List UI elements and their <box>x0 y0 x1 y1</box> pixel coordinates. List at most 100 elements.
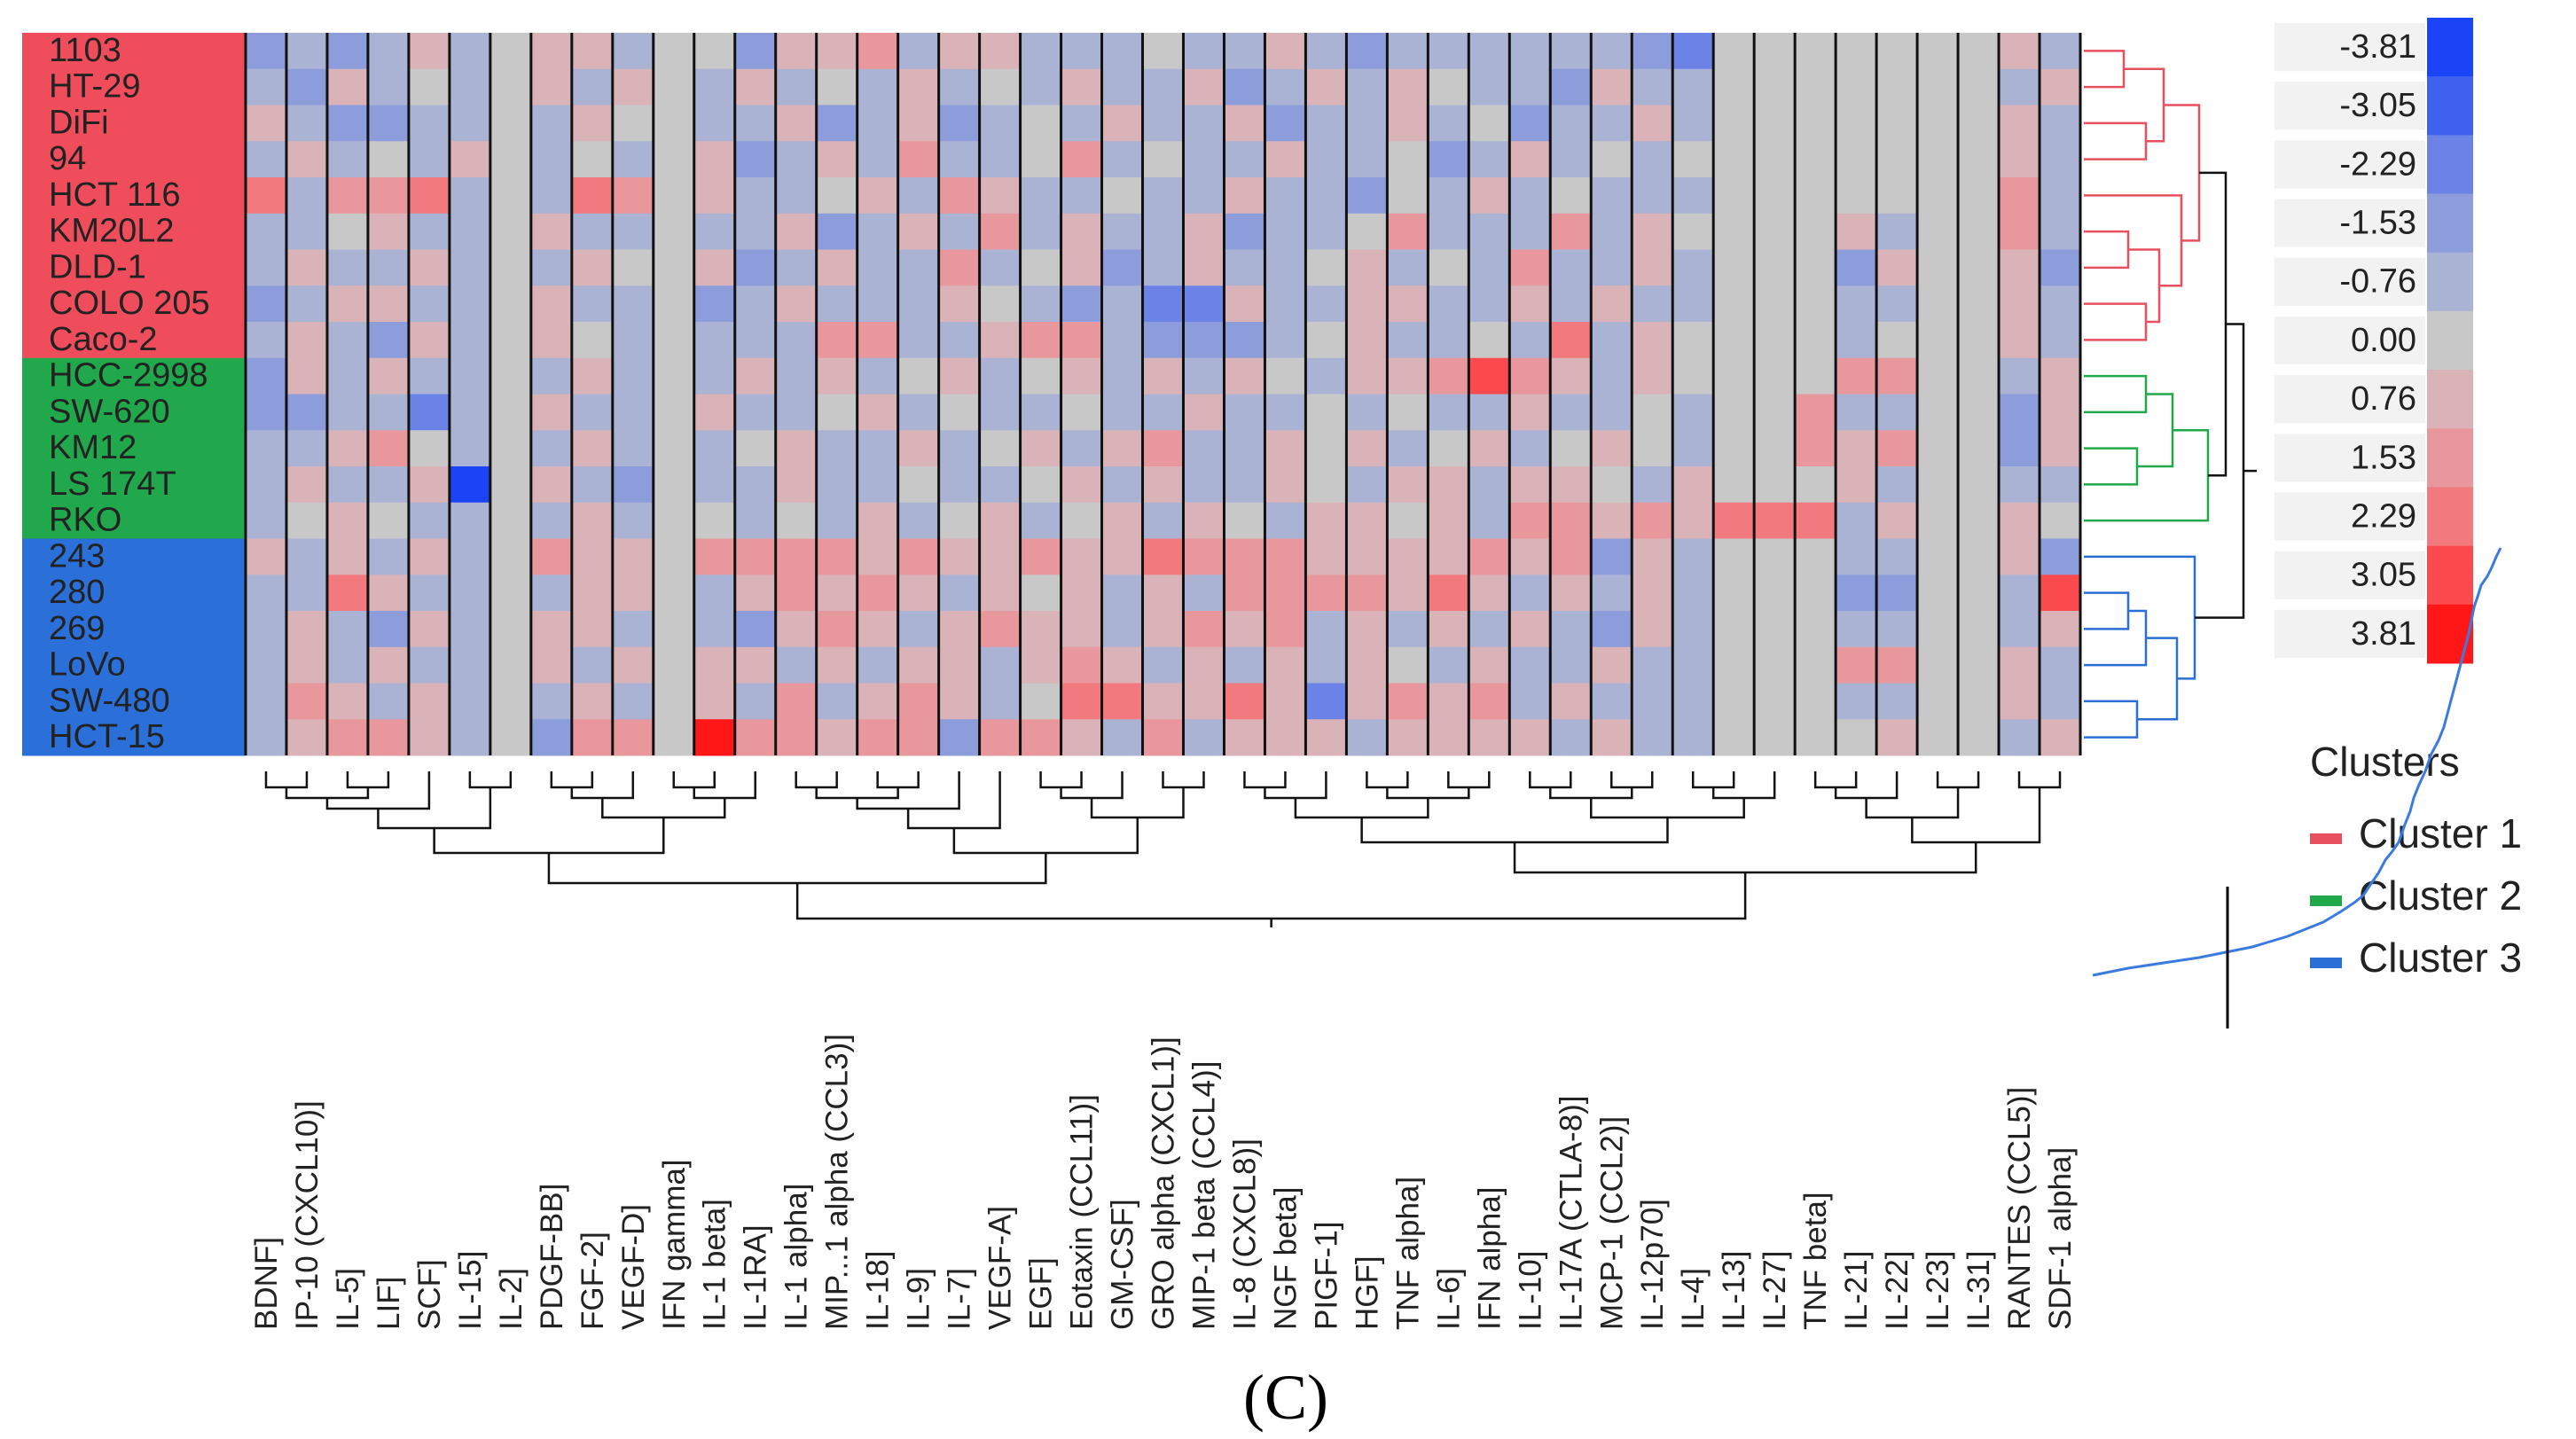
heatmap-cell <box>775 285 818 323</box>
heatmap-cell <box>1387 105 1429 142</box>
row-label: DiFi <box>49 104 109 141</box>
heatmap-cell <box>816 213 858 250</box>
dendrogram-branch <box>2084 194 2183 287</box>
row-label-bg <box>22 33 246 70</box>
heatmap-cell <box>857 68 899 106</box>
heatmap-cell <box>938 141 981 178</box>
row-label-bg <box>22 538 246 575</box>
heatmap-cell <box>653 719 695 756</box>
heatmap-cell <box>857 430 899 467</box>
heatmap-cell <box>816 285 858 323</box>
heatmap-cell <box>571 394 614 431</box>
column-dendrogram-branch <box>952 817 1139 855</box>
heatmap-cell <box>1632 141 1673 178</box>
heatmap-cell <box>653 285 695 323</box>
heatmap-cell <box>816 719 858 756</box>
heatmap-cell <box>1468 683 1510 720</box>
heatmap-cell <box>408 466 450 504</box>
heatmap-cell <box>1836 646 1877 684</box>
heatmap-cell <box>1428 502 1469 539</box>
heatmap-cell <box>1020 683 1062 720</box>
heatmap-cell <box>286 105 328 142</box>
heatmap-cell <box>1713 611 1755 648</box>
heatmap-cell <box>286 538 328 575</box>
heatmap-cell <box>449 466 491 504</box>
heatmap-cell <box>1468 213 1510 250</box>
heatmap-cell <box>857 33 899 70</box>
heatmap-cell <box>571 322 614 359</box>
heatmap-cell <box>1305 502 1347 539</box>
heatmap-cell <box>1754 33 1796 70</box>
heatmap-cell <box>326 177 369 215</box>
heatmap-cell <box>693 33 736 70</box>
row-label-bg <box>22 285 246 323</box>
heatmap-cell <box>857 719 899 756</box>
heatmap-cell <box>530 33 573 70</box>
heatmap-cell <box>1632 322 1673 359</box>
heatmap-cell <box>1305 538 1347 575</box>
heatmap-cell <box>775 502 818 539</box>
heatmap-cell <box>1876 538 1918 575</box>
heatmap-cell <box>1020 249 1062 286</box>
row-label: SW-480 <box>49 682 170 719</box>
heatmap-cell <box>897 466 940 504</box>
column-label: IL-17A (CTLA-8)] <box>1554 1095 1588 1330</box>
heatmap-cell <box>489 502 532 539</box>
heatmap-cell <box>530 357 573 395</box>
heatmap-cell <box>1224 430 1265 467</box>
column-dendrogram-branch <box>1162 771 1205 789</box>
heatmap-cell <box>816 575 858 612</box>
heatmap-cell <box>408 538 450 575</box>
column-label: GRO alpha (CXCL1)] <box>1147 1036 1181 1330</box>
column-dendrogram-branch <box>468 771 513 789</box>
column-labels: BDNF] IP-10 (CXCL10)] IL-5] LIF] SCF] IL-15] I… <box>249 1034 2078 1330</box>
heatmap-cell <box>1917 394 1959 431</box>
heatmap-cell <box>1265 68 1306 106</box>
heatmap-cell <box>1836 141 1877 178</box>
heatmap-cell <box>1428 322 1469 359</box>
heatmap-cell <box>612 538 654 575</box>
heatmap-cell <box>1632 611 1673 648</box>
heatmap-cell <box>571 646 614 684</box>
heatmap-cell <box>1428 105 1469 142</box>
heatmap-cell <box>1672 285 1714 323</box>
heatmap-cell <box>1591 322 1633 359</box>
heatmap-cell <box>1224 575 1265 612</box>
heatmap-cell <box>1632 177 1673 215</box>
heatmap-cell <box>449 141 491 178</box>
heatmap-cell <box>775 683 818 720</box>
heatmap-cell <box>1183 719 1225 756</box>
heatmap-cell <box>979 357 1022 395</box>
column-dendrogram-branch <box>876 771 920 789</box>
heatmap-cell <box>571 33 614 70</box>
heatmap-cell <box>1672 322 1714 359</box>
heatmap-cell <box>246 322 287 359</box>
column-label: IL-5] <box>331 1268 365 1330</box>
heatmap-cell <box>1509 141 1551 178</box>
heatmap-cell <box>1346 249 1388 286</box>
heatmap-cell <box>938 502 981 539</box>
heatmap-cell <box>1224 249 1265 286</box>
heatmap-cell <box>408 646 450 684</box>
row-label: 243 <box>49 537 105 575</box>
scale-label: 3.81 <box>2351 615 2416 653</box>
heatmap-cell <box>1346 430 1388 467</box>
column-label: GM-CSF] <box>1106 1199 1140 1330</box>
heatmap-cell <box>1999 141 2040 178</box>
heatmap-cell <box>1142 105 1184 142</box>
legend-swatch <box>2310 958 2342 968</box>
heatmap-cell <box>734 646 777 684</box>
row-label: HCC-2998 <box>49 357 208 395</box>
heatmap-cell <box>449 683 491 720</box>
heatmap-cell <box>1305 33 1347 70</box>
scale-label: -3.05 <box>2339 87 2416 124</box>
heatmap-cell <box>1101 502 1144 539</box>
heatmap-cell <box>2040 141 2081 178</box>
heatmap-cell <box>816 322 858 359</box>
row-label-bg <box>22 502 246 539</box>
heatmap-cell <box>1183 177 1225 215</box>
heatmap-cell <box>1142 249 1184 286</box>
heatmap-cell <box>1591 683 1633 720</box>
heatmap-cell <box>1836 719 1877 756</box>
heatmap-cell <box>1876 105 1918 142</box>
